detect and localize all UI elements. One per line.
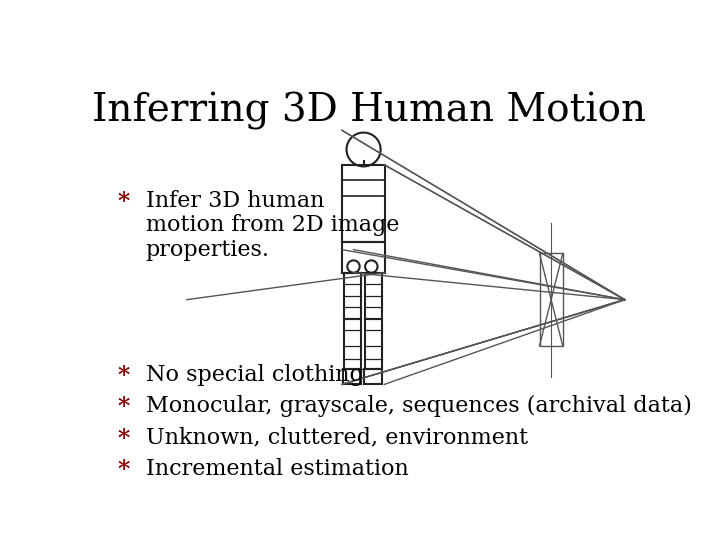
- Text: *: *: [118, 427, 130, 450]
- Text: *: *: [118, 395, 130, 420]
- Bar: [344, 273, 361, 319]
- Text: Incremental estimation: Incremental estimation: [145, 458, 408, 480]
- Bar: [539, 253, 563, 346]
- Text: *: *: [118, 190, 130, 213]
- Text: No special clothing: No special clothing: [145, 364, 364, 386]
- Bar: [365, 273, 382, 319]
- Text: motion from 2D image: motion from 2D image: [145, 214, 399, 237]
- Text: Monocular, grayscale, sequences (archival data): Monocular, grayscale, sequences (archiva…: [145, 395, 692, 417]
- Bar: [342, 242, 384, 273]
- Bar: [364, 369, 382, 384]
- Text: *: *: [118, 458, 130, 482]
- Bar: [365, 319, 382, 369]
- Text: Infer 3D human: Infer 3D human: [145, 190, 324, 212]
- Text: Inferring 3D Human Motion: Inferring 3D Human Motion: [92, 92, 646, 130]
- Text: properties.: properties.: [145, 239, 270, 261]
- Bar: [342, 165, 384, 242]
- Text: *: *: [118, 364, 130, 388]
- Bar: [343, 369, 361, 384]
- Bar: [344, 319, 361, 369]
- Text: Unknown, cluttered, environment: Unknown, cluttered, environment: [145, 427, 528, 449]
